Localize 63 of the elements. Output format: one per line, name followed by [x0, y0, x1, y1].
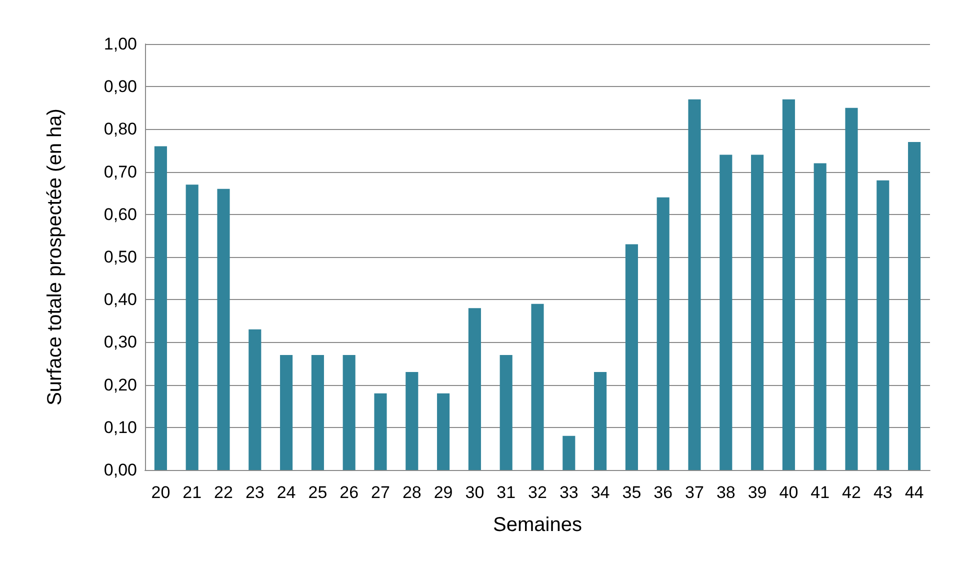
bar [500, 354, 512, 470]
x-tick-label: 33 [559, 483, 578, 502]
x-tick-label: 27 [371, 483, 390, 502]
bar [468, 308, 481, 470]
bar [876, 180, 890, 470]
y-tick-label: 0,80 [104, 120, 137, 139]
y-tick-label: 0,70 [104, 162, 137, 182]
bar [688, 99, 701, 470]
x-tick-label: 38 [716, 483, 736, 502]
x-tick-label: 41 [810, 483, 830, 502]
x-tick-label: 29 [434, 483, 453, 502]
bar [594, 372, 607, 470]
x-tick-label: 21 [182, 483, 202, 502]
y-tick-label: 0,00 [104, 460, 137, 480]
x-tick-label: 34 [590, 483, 610, 502]
x-tick-label: 35 [622, 483, 642, 502]
bar [656, 197, 670, 470]
bar [437, 393, 450, 470]
x-tick-label: 25 [308, 483, 328, 502]
bar [311, 354, 324, 470]
x-tick-label: 40 [779, 483, 798, 502]
bar [342, 354, 356, 470]
bar [248, 329, 262, 470]
bar [280, 354, 293, 470]
bar [186, 184, 198, 470]
x-axis-title: Semaines [493, 514, 582, 536]
x-tick-label: 28 [402, 483, 422, 502]
x-tick-label: 39 [748, 483, 767, 502]
bar [845, 108, 858, 470]
x-tick-label: 20 [151, 483, 170, 502]
y-tick-label: 0,10 [104, 418, 137, 437]
bar [751, 154, 764, 470]
y-tick-label: 0,20 [104, 375, 137, 394]
bar [782, 99, 795, 470]
y-axis-title: Surface totale prospectée (en ha) [44, 108, 66, 406]
bar [531, 304, 544, 470]
bar [406, 372, 418, 470]
y-tick-label: 0,30 [104, 332, 137, 352]
y-tick-label: 0,50 [104, 248, 137, 266]
x-tick-label: 23 [245, 483, 264, 502]
y-tick-label: 0,40 [104, 290, 137, 310]
x-tick-label: 36 [654, 483, 673, 502]
x-tick-label: 26 [340, 483, 359, 502]
bar [814, 163, 826, 470]
x-tick-label: 37 [685, 483, 704, 502]
bar [374, 393, 387, 470]
bar [720, 154, 732, 470]
x-tick-label: 44 [904, 483, 924, 502]
bar [154, 146, 167, 470]
x-tick-label: 32 [528, 483, 547, 502]
x-tick-label: 30 [465, 483, 484, 502]
x-tick-label: 42 [842, 483, 861, 502]
x-tick-label: 22 [214, 483, 233, 502]
y-tick-label: 1,00 [104, 34, 137, 54]
x-tick-label: 24 [276, 483, 296, 502]
bar [908, 142, 921, 470]
y-tick-label: 0,90 [104, 77, 137, 96]
bar [217, 188, 230, 470]
x-tick-label: 31 [496, 483, 516, 502]
bar [625, 244, 638, 470]
bar [562, 436, 576, 470]
x-tick-label: 43 [873, 483, 892, 502]
y-tick-label: 0,60 [104, 204, 137, 224]
